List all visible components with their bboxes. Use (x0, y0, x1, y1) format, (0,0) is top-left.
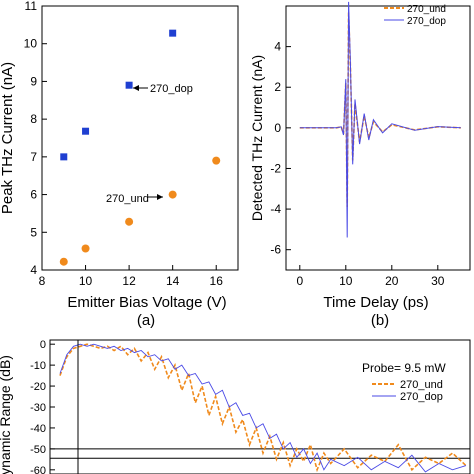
legend-270-und: 270_und (407, 4, 446, 15)
a-ytick-label: 10 (24, 37, 38, 51)
annotation-270-und: 270_und (106, 193, 149, 205)
c-ytick-label: -60 (30, 465, 46, 474)
panel-a-xlabel: Emitter Bias Voltage (V) (67, 294, 226, 311)
panel-b: 0 10 20 30 -6 -4 -2 0 2 4 Time Delay (ps) (b) Det… (249, 1, 471, 329)
annotation-270-und-arrowhead (157, 194, 163, 200)
panel-c: 0 -10 -20 -30 -40 -50 -60 Dynamic Range (dB) P… (0, 339, 471, 474)
c-ytick-label: -40 (30, 423, 46, 435)
b-xtick-label: 0 (296, 274, 303, 288)
a-ytick-label: 8 (30, 112, 37, 126)
annotation-270-dop: 270_dop (150, 83, 193, 95)
a-point-270_und (59, 257, 68, 266)
a-point-270_dop (169, 29, 177, 37)
a-xtick-label: 16 (210, 274, 224, 288)
panel-a-ylabel: Peak THz Current (nA) (0, 62, 16, 214)
b-ytick-label: 0 (274, 121, 281, 135)
panel-a-label: (a) (137, 312, 155, 329)
legend-c-270-dop: 270_dop (400, 391, 443, 403)
a-xtick-label: 14 (166, 274, 180, 288)
b-ytick-label: -4 (270, 202, 281, 216)
c-ytick-label: 0 (40, 339, 46, 351)
a-xtick-label: 10 (79, 274, 93, 288)
c-ytick-label: -30 (30, 402, 46, 414)
legend-270-dop: 270_dop (407, 16, 446, 27)
b-ytick-label: -6 (270, 243, 281, 257)
b-line-270_und (299, 12, 461, 208)
a-ytick-label: 11 (25, 0, 38, 13)
panel-c-ylabel: Dynamic Range (dB) (0, 355, 13, 474)
a-point-270_und (81, 244, 90, 253)
c-ytick-label: -20 (30, 381, 46, 393)
panel-c-legend: 270_und 270_dop (372, 379, 443, 403)
annotation-270-dop-arrowhead (133, 85, 139, 91)
b-xtick-label: 20 (385, 274, 399, 288)
a-point-270_dop (82, 127, 90, 135)
panel-a-frame (41, 5, 239, 271)
a-xtick-label: 8 (39, 274, 46, 288)
a-point-270_und (212, 156, 221, 165)
a-point-270_dop (125, 81, 133, 89)
c-ytick-label: -10 (30, 360, 46, 372)
panel-b-xlabel: Time Delay (ps) (323, 294, 428, 311)
a-xtick-label: 12 (122, 274, 136, 288)
a-point-270_und (168, 190, 177, 199)
b-xtick-label: 10 (339, 274, 353, 288)
a-ytick-label: 6 (30, 188, 37, 202)
c-line-270_dop (59, 343, 467, 473)
legend-c-270-und: 270_und (400, 379, 443, 391)
b-xtick-label: 30 (431, 274, 445, 288)
panel-b-frame (285, 5, 471, 271)
a-ytick-label: 9 (30, 74, 37, 88)
a-ytick-label: 4 (30, 263, 37, 277)
a-point-270_und (125, 217, 134, 226)
probe-annotation: Probe= 9.5 mW (362, 361, 446, 375)
a-point-270_dop (60, 153, 68, 161)
panel-a: 8 10 12 14 16 4 5 6 7 8 9 10 11 Emitter Bias Voltage… (0, 0, 239, 329)
a-ytick-label: 7 (30, 150, 37, 164)
b-ytick-label: -2 (270, 161, 281, 175)
panel-b-label: (b) (371, 312, 389, 329)
b-ytick-label: 2 (274, 80, 281, 94)
b-ytick-label: 4 (274, 40, 281, 54)
c-ytick-label: -50 (30, 444, 46, 456)
panel-b-ylabel: Detected THz Current (nA) (249, 55, 265, 221)
a-ytick-label: 5 (30, 225, 37, 239)
panel-b-legend: 270_und 270_dop (384, 4, 446, 27)
b-line-270_dop (299, 1, 461, 238)
